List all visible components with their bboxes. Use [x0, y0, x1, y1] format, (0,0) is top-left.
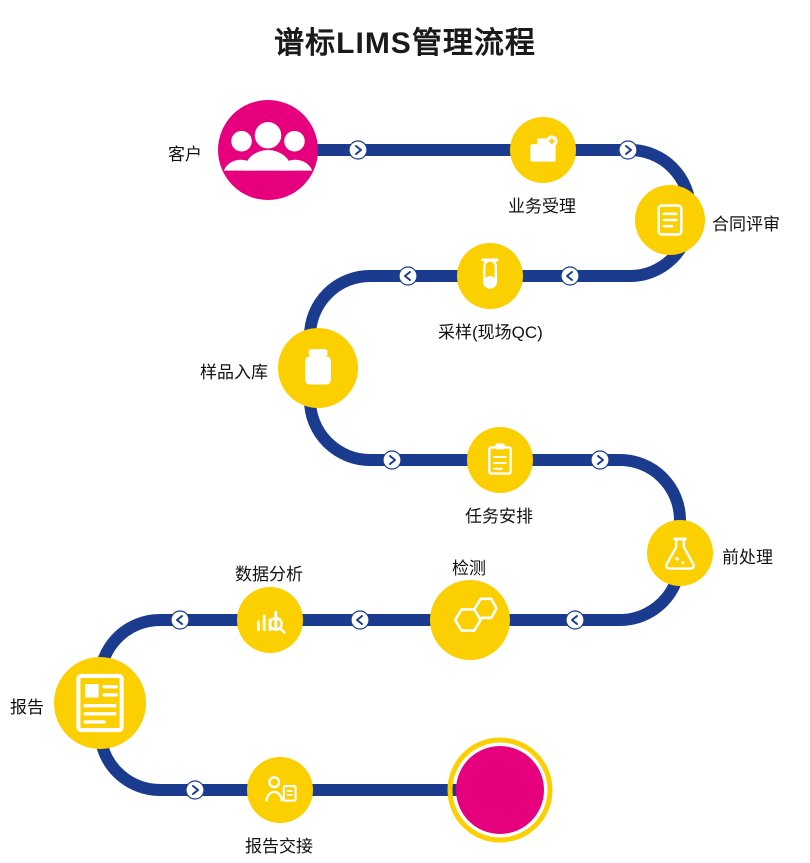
node-analysis [237, 587, 303, 653]
node-sampling [457, 243, 523, 309]
node-task [467, 427, 533, 493]
node-end: END [450, 740, 550, 840]
flow-nodes: END [54, 100, 713, 840]
flow-path [100, 150, 690, 790]
label-analysis: 数据分析 [235, 560, 303, 585]
node-detect [430, 580, 510, 660]
label-customer: 客户 [168, 140, 202, 165]
flow-arrow [619, 141, 637, 159]
node-report [54, 657, 146, 749]
flow-arrow [566, 611, 584, 629]
node-accept [510, 117, 576, 183]
label-report: 报告 [10, 693, 44, 718]
flow-arrows [171, 141, 637, 799]
node-handover [247, 757, 313, 823]
flow-arrow [561, 267, 579, 285]
jar-icon [305, 349, 331, 384]
label-storage: 样品入库 [200, 358, 268, 383]
label-task: 任务安排 [465, 502, 533, 527]
node-customer [218, 100, 318, 200]
label-contract: 合同评审 [712, 210, 780, 235]
label-accept: 业务受理 [508, 192, 576, 217]
label-handover: 报告交接 [245, 832, 313, 857]
flow-canvas: END [0, 0, 810, 863]
flow-arrow [349, 141, 367, 159]
flow-arrow [383, 451, 401, 469]
node-storage [278, 328, 358, 408]
flow-arrow [186, 781, 204, 799]
flow-arrow [591, 451, 609, 469]
label-pretreat: 前处理 [722, 543, 773, 568]
flow-arrow [171, 611, 189, 629]
flow-arrow [351, 611, 369, 629]
node-contract [635, 185, 705, 255]
label-detect: 检测 [452, 554, 486, 579]
flow-arrow [399, 267, 417, 285]
node-pretreat [647, 520, 713, 586]
end-label: END [471, 777, 529, 807]
label-sampling: 采样(现场QC) [438, 318, 543, 343]
